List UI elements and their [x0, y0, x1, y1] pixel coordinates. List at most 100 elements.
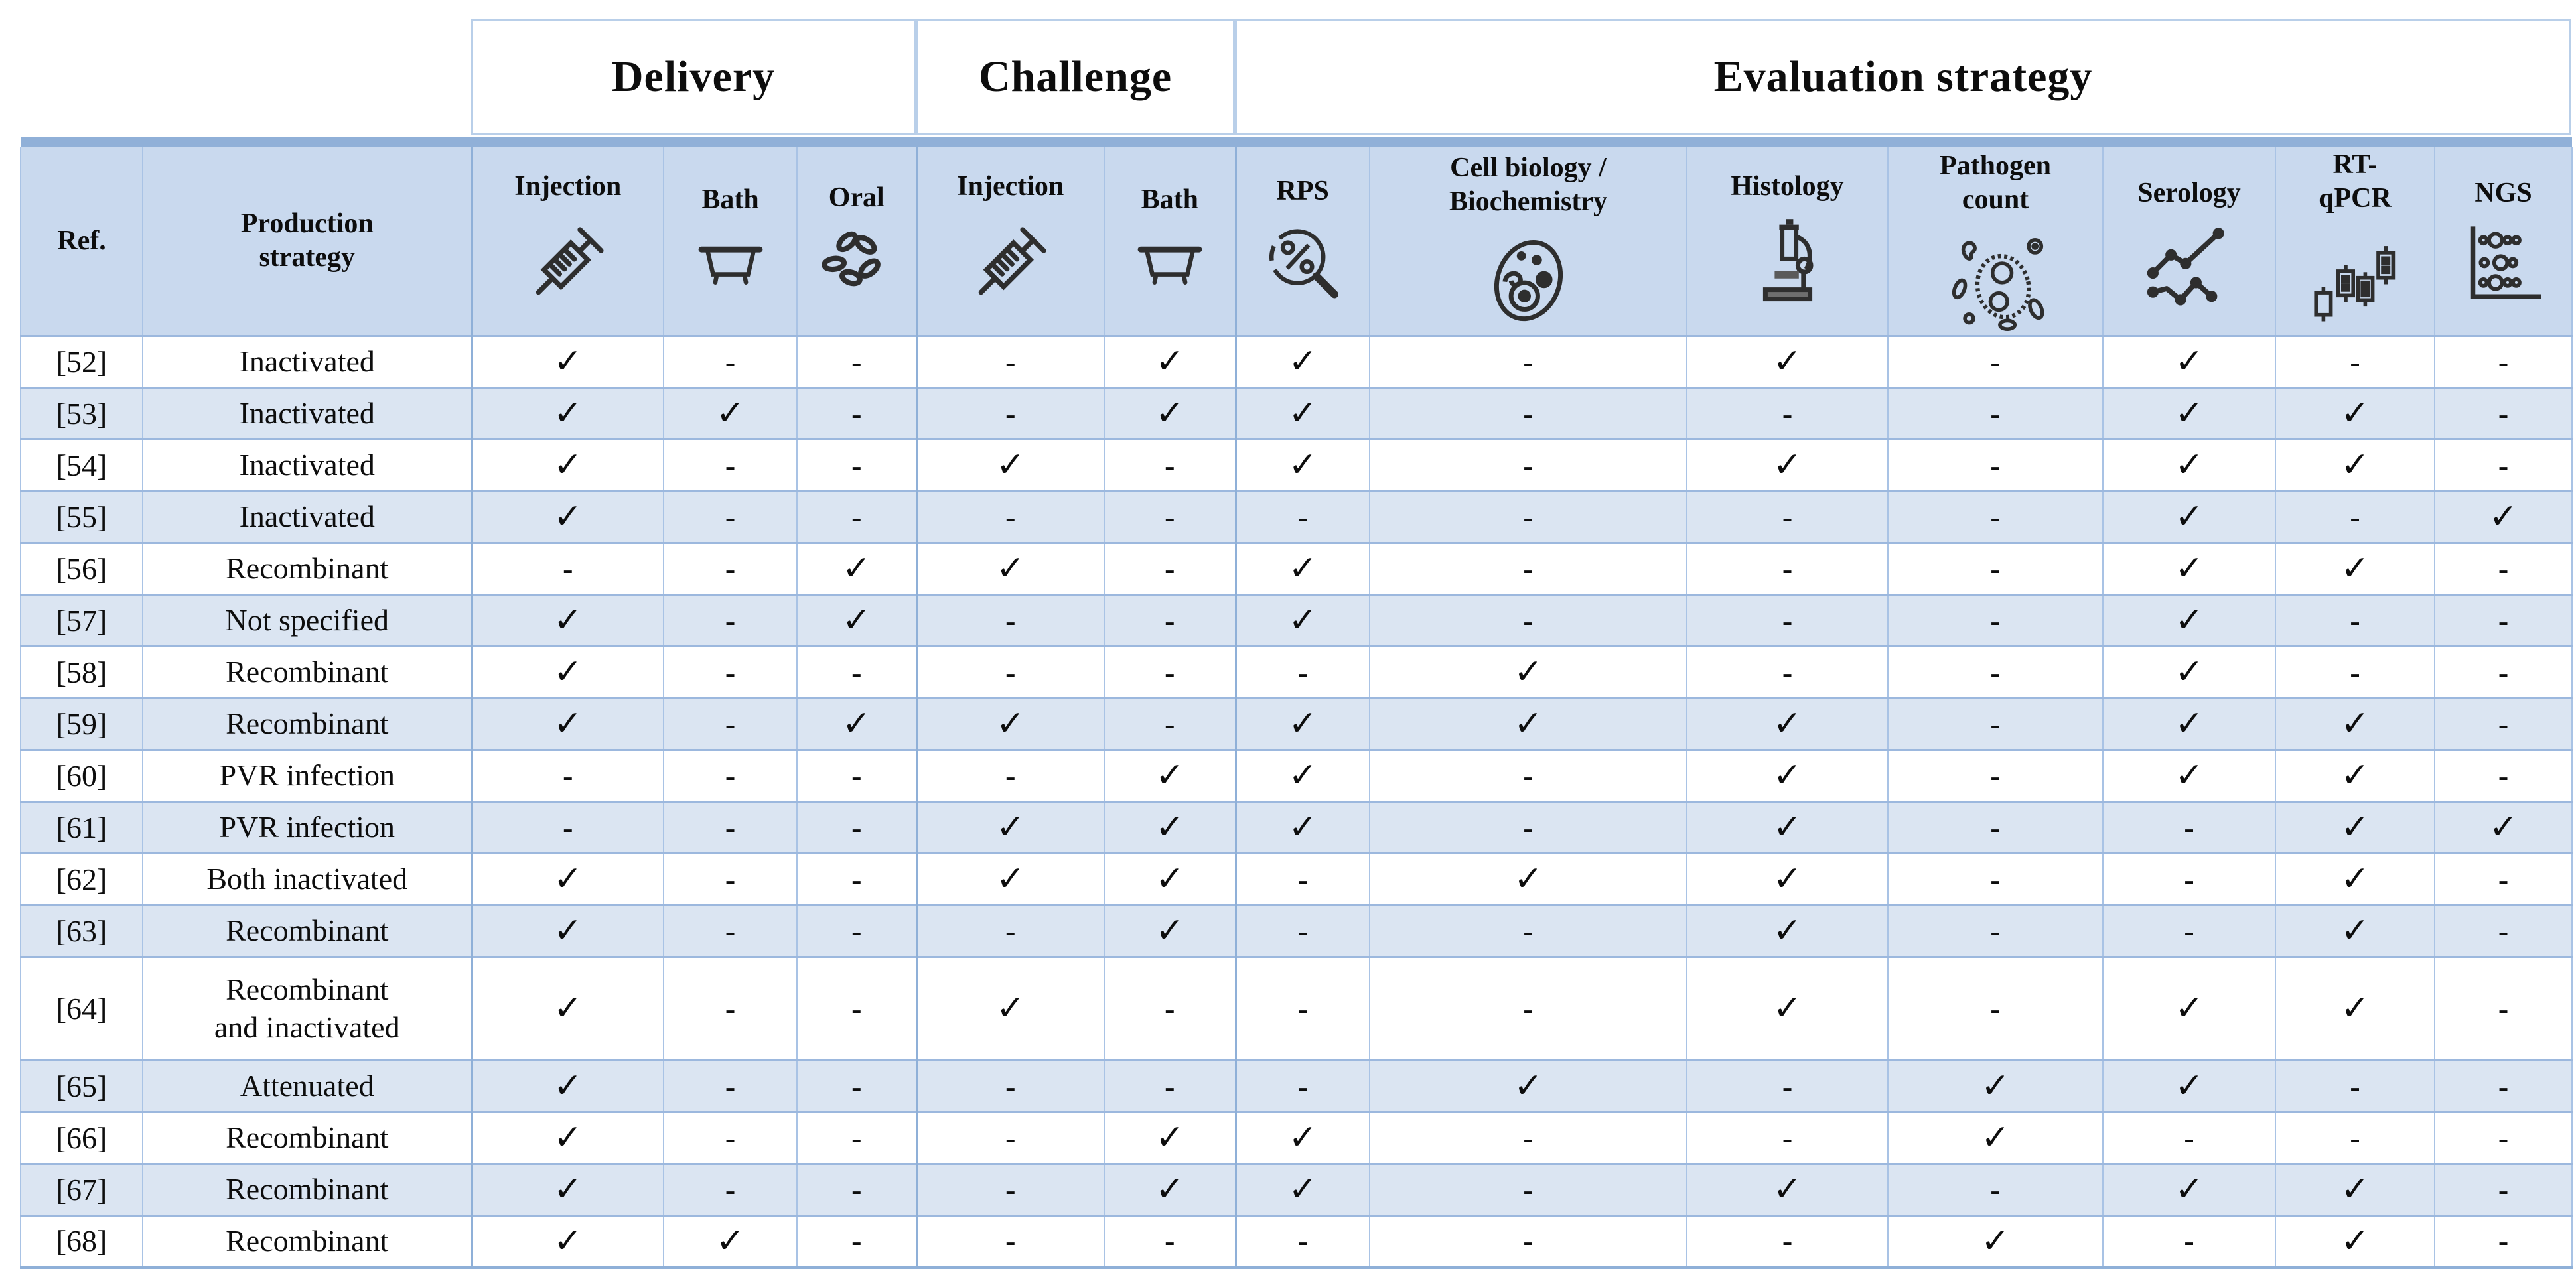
mark-cell-challenge_injection: - [915, 1110, 1105, 1164]
mark-cell-ngs: - [2434, 438, 2573, 491]
check-mark: ✓ [1514, 1066, 1543, 1106]
column-header-label: Serology [2137, 177, 2241, 208]
dash-mark: - [725, 991, 736, 1026]
column-header-ref: Ref. [20, 147, 143, 336]
mark-cell-delivery_injection: ✓ [470, 903, 664, 957]
check-mark: ✓ [2175, 342, 2204, 381]
mark-cell-pathogen_count: - [1887, 386, 2104, 439]
mark-cell-cell_biology: - [1369, 334, 1687, 387]
check-mark: ✓ [1155, 859, 1184, 899]
dash-mark: - [1005, 758, 1016, 793]
check-mark: ✓ [553, 1066, 583, 1106]
check-mark: ✓ [553, 600, 583, 640]
mark-cell-rt_qpcr: - [2275, 1110, 2435, 1164]
mark-cell-delivery_oral: ✓ [796, 541, 917, 594]
mark-cell-rt_qpcr: ✓ [2275, 438, 2435, 491]
check-mark: ✓ [2340, 756, 2370, 795]
check-mark: ✓ [995, 445, 1025, 485]
dash-mark: - [2184, 810, 2194, 844]
check-mark: ✓ [995, 988, 1025, 1028]
column-header-challenge_injection: Injection [915, 147, 1105, 336]
syringe-icon [961, 213, 1060, 312]
ref-cell: [61] [20, 800, 143, 853]
mark-cell-histology: - [1686, 593, 1889, 646]
production-strategy-cell: Inactivated [142, 438, 472, 491]
mark-cell-ngs: - [2434, 386, 2573, 439]
column-header-delivery_oral: Oral [796, 147, 917, 336]
group-header-label: Evaluation strategy [1713, 52, 2093, 101]
mark-cell-rt_qpcr: ✓ [2275, 748, 2435, 801]
dash-mark: - [1523, 1224, 1534, 1258]
mark-cell-rt_qpcr: - [2275, 593, 2435, 646]
mark-cell-rt_qpcr: ✓ [2275, 1162, 2435, 1215]
dash-mark: - [851, 810, 862, 844]
mark-cell-rt_qpcr: ✓ [2275, 1214, 2435, 1269]
mark-cell-delivery_injection: ✓ [470, 490, 664, 543]
dash-mark: - [725, 603, 736, 637]
mark-cell-delivery_bath: - [663, 1110, 798, 1164]
group-header-label: Delivery [611, 52, 776, 101]
table-row-53: [53] Inactivated ✓ ✓ - - ✓ ✓ - - - ✓ ✓ - [20, 386, 2573, 439]
dash-mark: - [1523, 500, 1534, 534]
check-mark: ✓ [2175, 652, 2204, 692]
column-header-label: Histology [1731, 170, 1844, 202]
dash-mark: - [1782, 500, 1793, 534]
mark-cell-rps: ✓ [1234, 541, 1370, 594]
dash-mark: - [2498, 551, 2509, 586]
mark-cell-cell_biology: - [1369, 593, 1687, 646]
mark-cell-ngs: - [2434, 334, 2573, 387]
dash-mark: - [1165, 603, 1175, 637]
production-strategy-cell: Inactivated [142, 334, 472, 387]
dash-mark: - [1990, 758, 2001, 793]
group-header-delivery: Delivery [471, 19, 916, 135]
ref-cell: [56] [20, 541, 143, 594]
dash-mark: - [851, 500, 862, 534]
mark-cell-delivery_oral: - [796, 438, 917, 491]
dash-mark: - [1990, 1172, 2001, 1207]
check-mark: ✓ [1772, 1169, 1802, 1209]
column-header-row: Ref. Production strategy Injection Bath Oral… [20, 147, 2573, 336]
cell-icon [1477, 228, 1580, 331]
table-row-58: [58] Recombinant ✓ - - - - - ✓ - - ✓ - - [20, 645, 2573, 698]
mark-cell-rps: - [1234, 490, 1370, 543]
production-strategy-cell: Inactivated [142, 490, 472, 543]
mark-cell-rps: ✓ [1234, 593, 1370, 646]
check-mark: ✓ [995, 859, 1025, 899]
production-strategy-cell: Recombinant [142, 645, 472, 698]
dash-mark: - [1165, 991, 1175, 1026]
mark-cell-ngs: - [2434, 852, 2573, 905]
mark-cell-pathogen_count: - [1887, 541, 2104, 594]
dash-mark: - [2498, 448, 2509, 482]
check-mark: ✓ [1772, 445, 1802, 485]
mark-cell-delivery_injection: - [470, 748, 664, 801]
mark-cell-cell_biology: - [1369, 438, 1687, 491]
dash-mark: - [851, 1069, 862, 1103]
mark-cell-delivery_injection: ✓ [470, 697, 664, 750]
dash-mark: - [1165, 706, 1175, 741]
check-mark: ✓ [2340, 859, 2370, 899]
mark-cell-ngs: - [2434, 903, 2573, 957]
check-mark: ✓ [553, 652, 583, 692]
dash-mark: - [2350, 1120, 2360, 1155]
check-mark: ✓ [1288, 342, 1318, 381]
mark-cell-delivery_injection: ✓ [470, 1162, 664, 1215]
dash-mark: - [1523, 396, 1534, 431]
dash-mark: - [1782, 551, 1793, 586]
dash-mark: - [1523, 551, 1534, 586]
dash-mark: - [1782, 1069, 1793, 1103]
dash-mark: - [2184, 862, 2194, 896]
ref-cell: [64] [20, 955, 143, 1060]
mark-cell-cell_biology: - [1369, 800, 1687, 853]
check-mark: ✓ [1981, 1221, 2010, 1261]
mark-cell-challenge_bath: ✓ [1104, 334, 1236, 387]
mark-cell-ngs: - [2434, 1110, 2573, 1164]
mark-cell-pathogen_count: - [1887, 334, 2104, 387]
column-header-ngs: NGS [2434, 147, 2573, 336]
check-mark: ✓ [553, 445, 583, 485]
dash-mark: - [1005, 1172, 1016, 1207]
column-header-cell_biology: Cell biology / Biochemistry [1369, 147, 1687, 336]
mark-cell-delivery_bath: - [663, 593, 798, 646]
check-mark: ✓ [715, 1221, 745, 1261]
mark-cell-cell_biology: - [1369, 490, 1687, 543]
mark-cell-challenge_bath: - [1104, 955, 1236, 1060]
